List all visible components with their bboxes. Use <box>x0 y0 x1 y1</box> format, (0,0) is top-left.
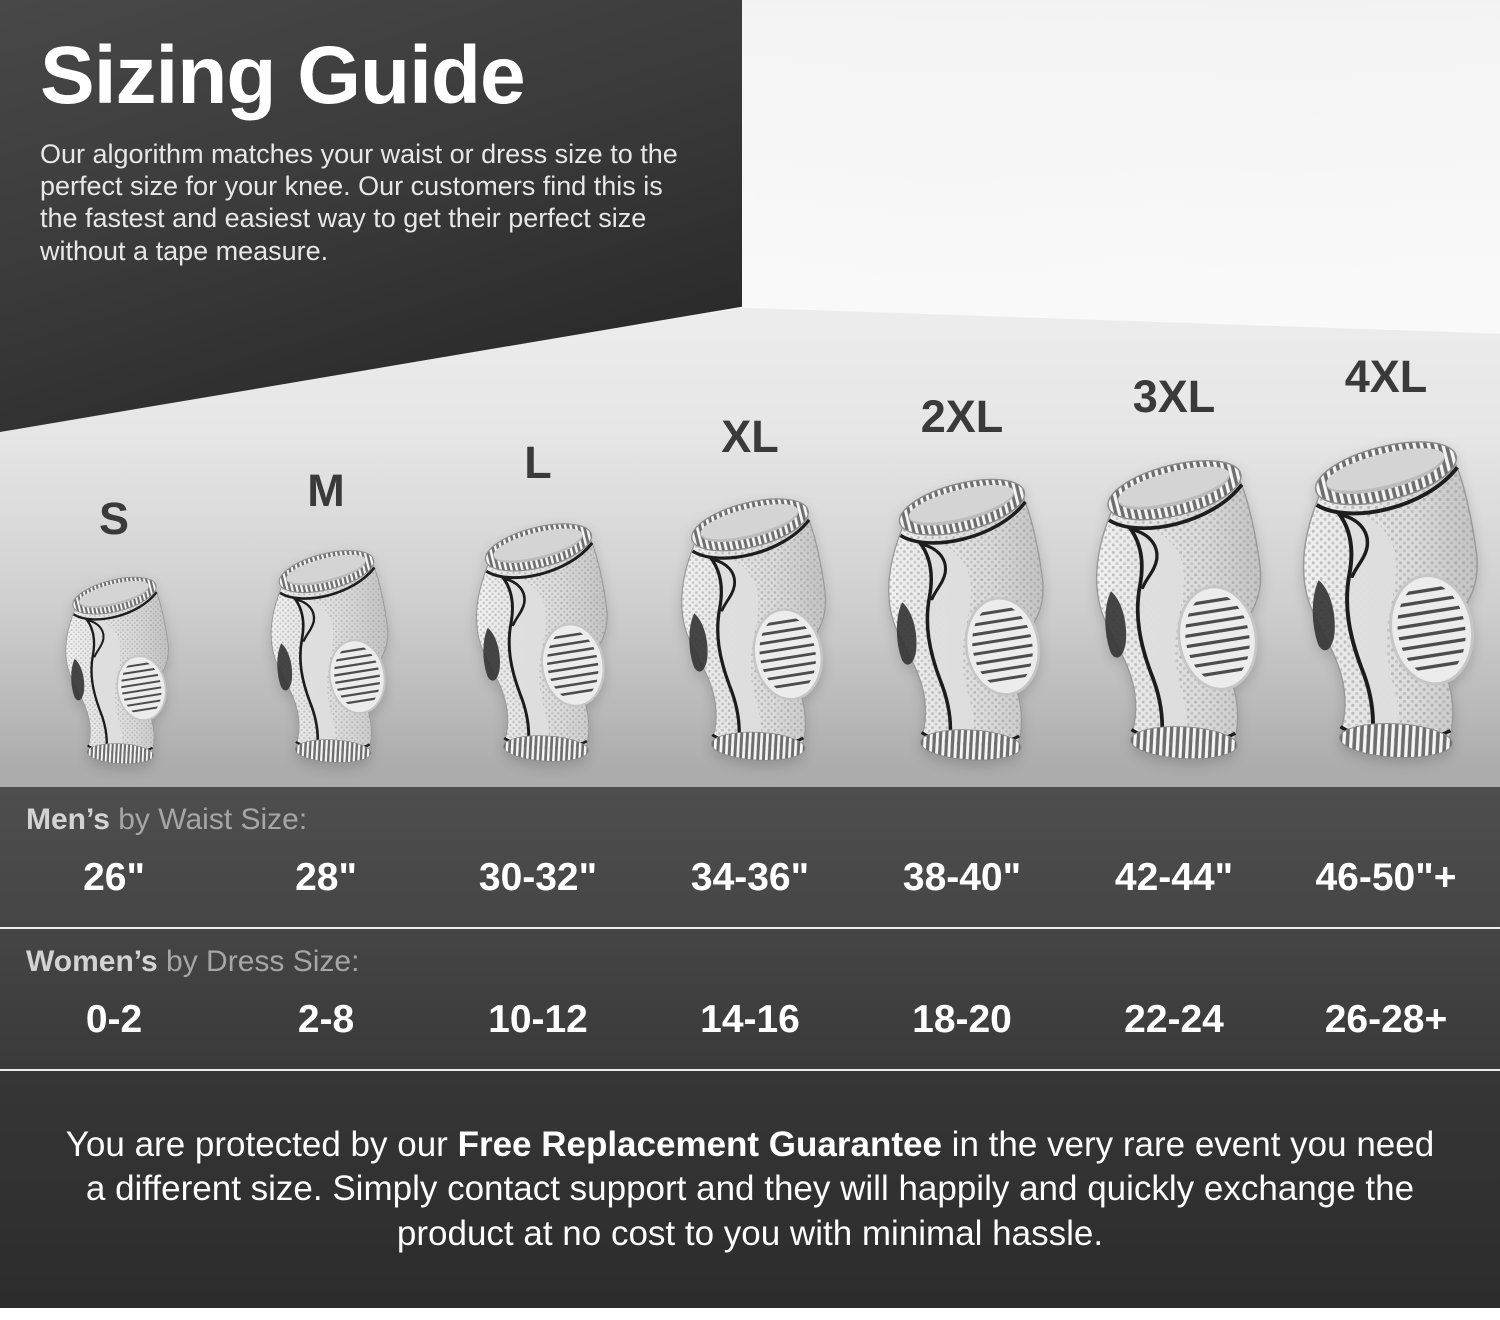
mens-value-cell: 42-44" <box>1114 856 1234 899</box>
knee-brace-image <box>56 567 173 773</box>
mens-value-cell: 38-40" <box>902 856 1022 899</box>
size-label: 2XL <box>920 391 1004 442</box>
mens-values-row: 26" 28" 30-32" 34-36" 38-40" 42-44" 46-5… <box>0 842 1500 927</box>
knee-brace-image <box>464 511 613 773</box>
size-label: XL <box>721 411 779 462</box>
size-label: M <box>307 465 345 516</box>
knee-brace-image <box>874 465 1050 773</box>
size-column-xl: XL <box>644 414 856 773</box>
knee-brace-image <box>1081 445 1268 773</box>
size-table-section: Men’s by Waist Size: 26" 28" 30-32" 34-3… <box>0 787 1500 1069</box>
separator-line <box>0 927 1500 929</box>
guarantee-text: You are protected by our Free Replacemen… <box>60 1123 1440 1256</box>
size-label: 4XL <box>1344 351 1428 402</box>
womens-value-cell: 10-12 <box>488 998 588 1041</box>
womens-value-cell: 0-2 <box>85 998 143 1041</box>
knee-brace-image <box>260 539 393 773</box>
womens-bar-sublabel: by Dress Size: <box>157 945 360 978</box>
size-column-3xl: 3XL <box>1068 374 1280 773</box>
womens-values-row: 0-2 2-8 10-12 14-16 18-20 22-24 26-28+ <box>0 984 1500 1069</box>
womens-size-bar: Women’s by Dress Size: <box>0 929 1500 984</box>
womens-value-cell: 26-28+ <box>1324 998 1448 1041</box>
womens-value-cell: 2-8 <box>297 998 355 1041</box>
sizes-row: S M L XL 2XL 3XL <box>0 354 1500 773</box>
size-column-4xl: 4XL <box>1280 354 1492 773</box>
page-title: Sizing Guide <box>40 30 526 121</box>
mens-value-cell: 26" <box>83 856 145 899</box>
size-column-l: L <box>432 440 644 773</box>
mens-bar-sublabel: by Waist Size: <box>109 803 308 836</box>
separator-line <box>0 1069 1500 1071</box>
size-label: S <box>98 493 129 544</box>
womens-value-cell: 14-16 <box>700 998 800 1041</box>
womens-value-cell: 18-20 <box>912 998 1012 1041</box>
guarantee-highlight: Free Replacement Guarantee <box>457 1124 942 1164</box>
size-label: 3XL <box>1132 371 1216 422</box>
guarantee-text-after: in the very rare event you need a differ… <box>85 1124 1435 1253</box>
mens-value-cell: 46-50"+ <box>1315 856 1457 899</box>
guarantee-footer: You are protected by our Free Replacemen… <box>0 1071 1500 1308</box>
banner-description: Our algorithm matches your waist or dres… <box>40 138 678 266</box>
womens-value-cell: 22-24 <box>1124 998 1224 1041</box>
mens-size-bar: Men’s by Waist Size: <box>0 787 1500 842</box>
guarantee-text-before: You are protected by our <box>65 1124 458 1164</box>
size-column-2xl: 2XL <box>856 394 1068 773</box>
knee-brace-image <box>1287 425 1485 773</box>
size-label: L <box>524 437 552 488</box>
mens-bar-label: Men’s <box>26 803 110 836</box>
hero-section: Sizing Guide Our algorithm matches your … <box>0 0 1500 787</box>
womens-bar-label: Women’s <box>26 945 158 978</box>
size-column-m: M <box>220 468 432 773</box>
knee-brace-image <box>668 485 832 773</box>
mens-value-cell: 30-32" <box>478 856 598 899</box>
size-column-s: S <box>8 496 220 773</box>
mens-value-cell: 34-36" <box>690 856 810 899</box>
mens-value-cell: 28" <box>295 856 357 899</box>
